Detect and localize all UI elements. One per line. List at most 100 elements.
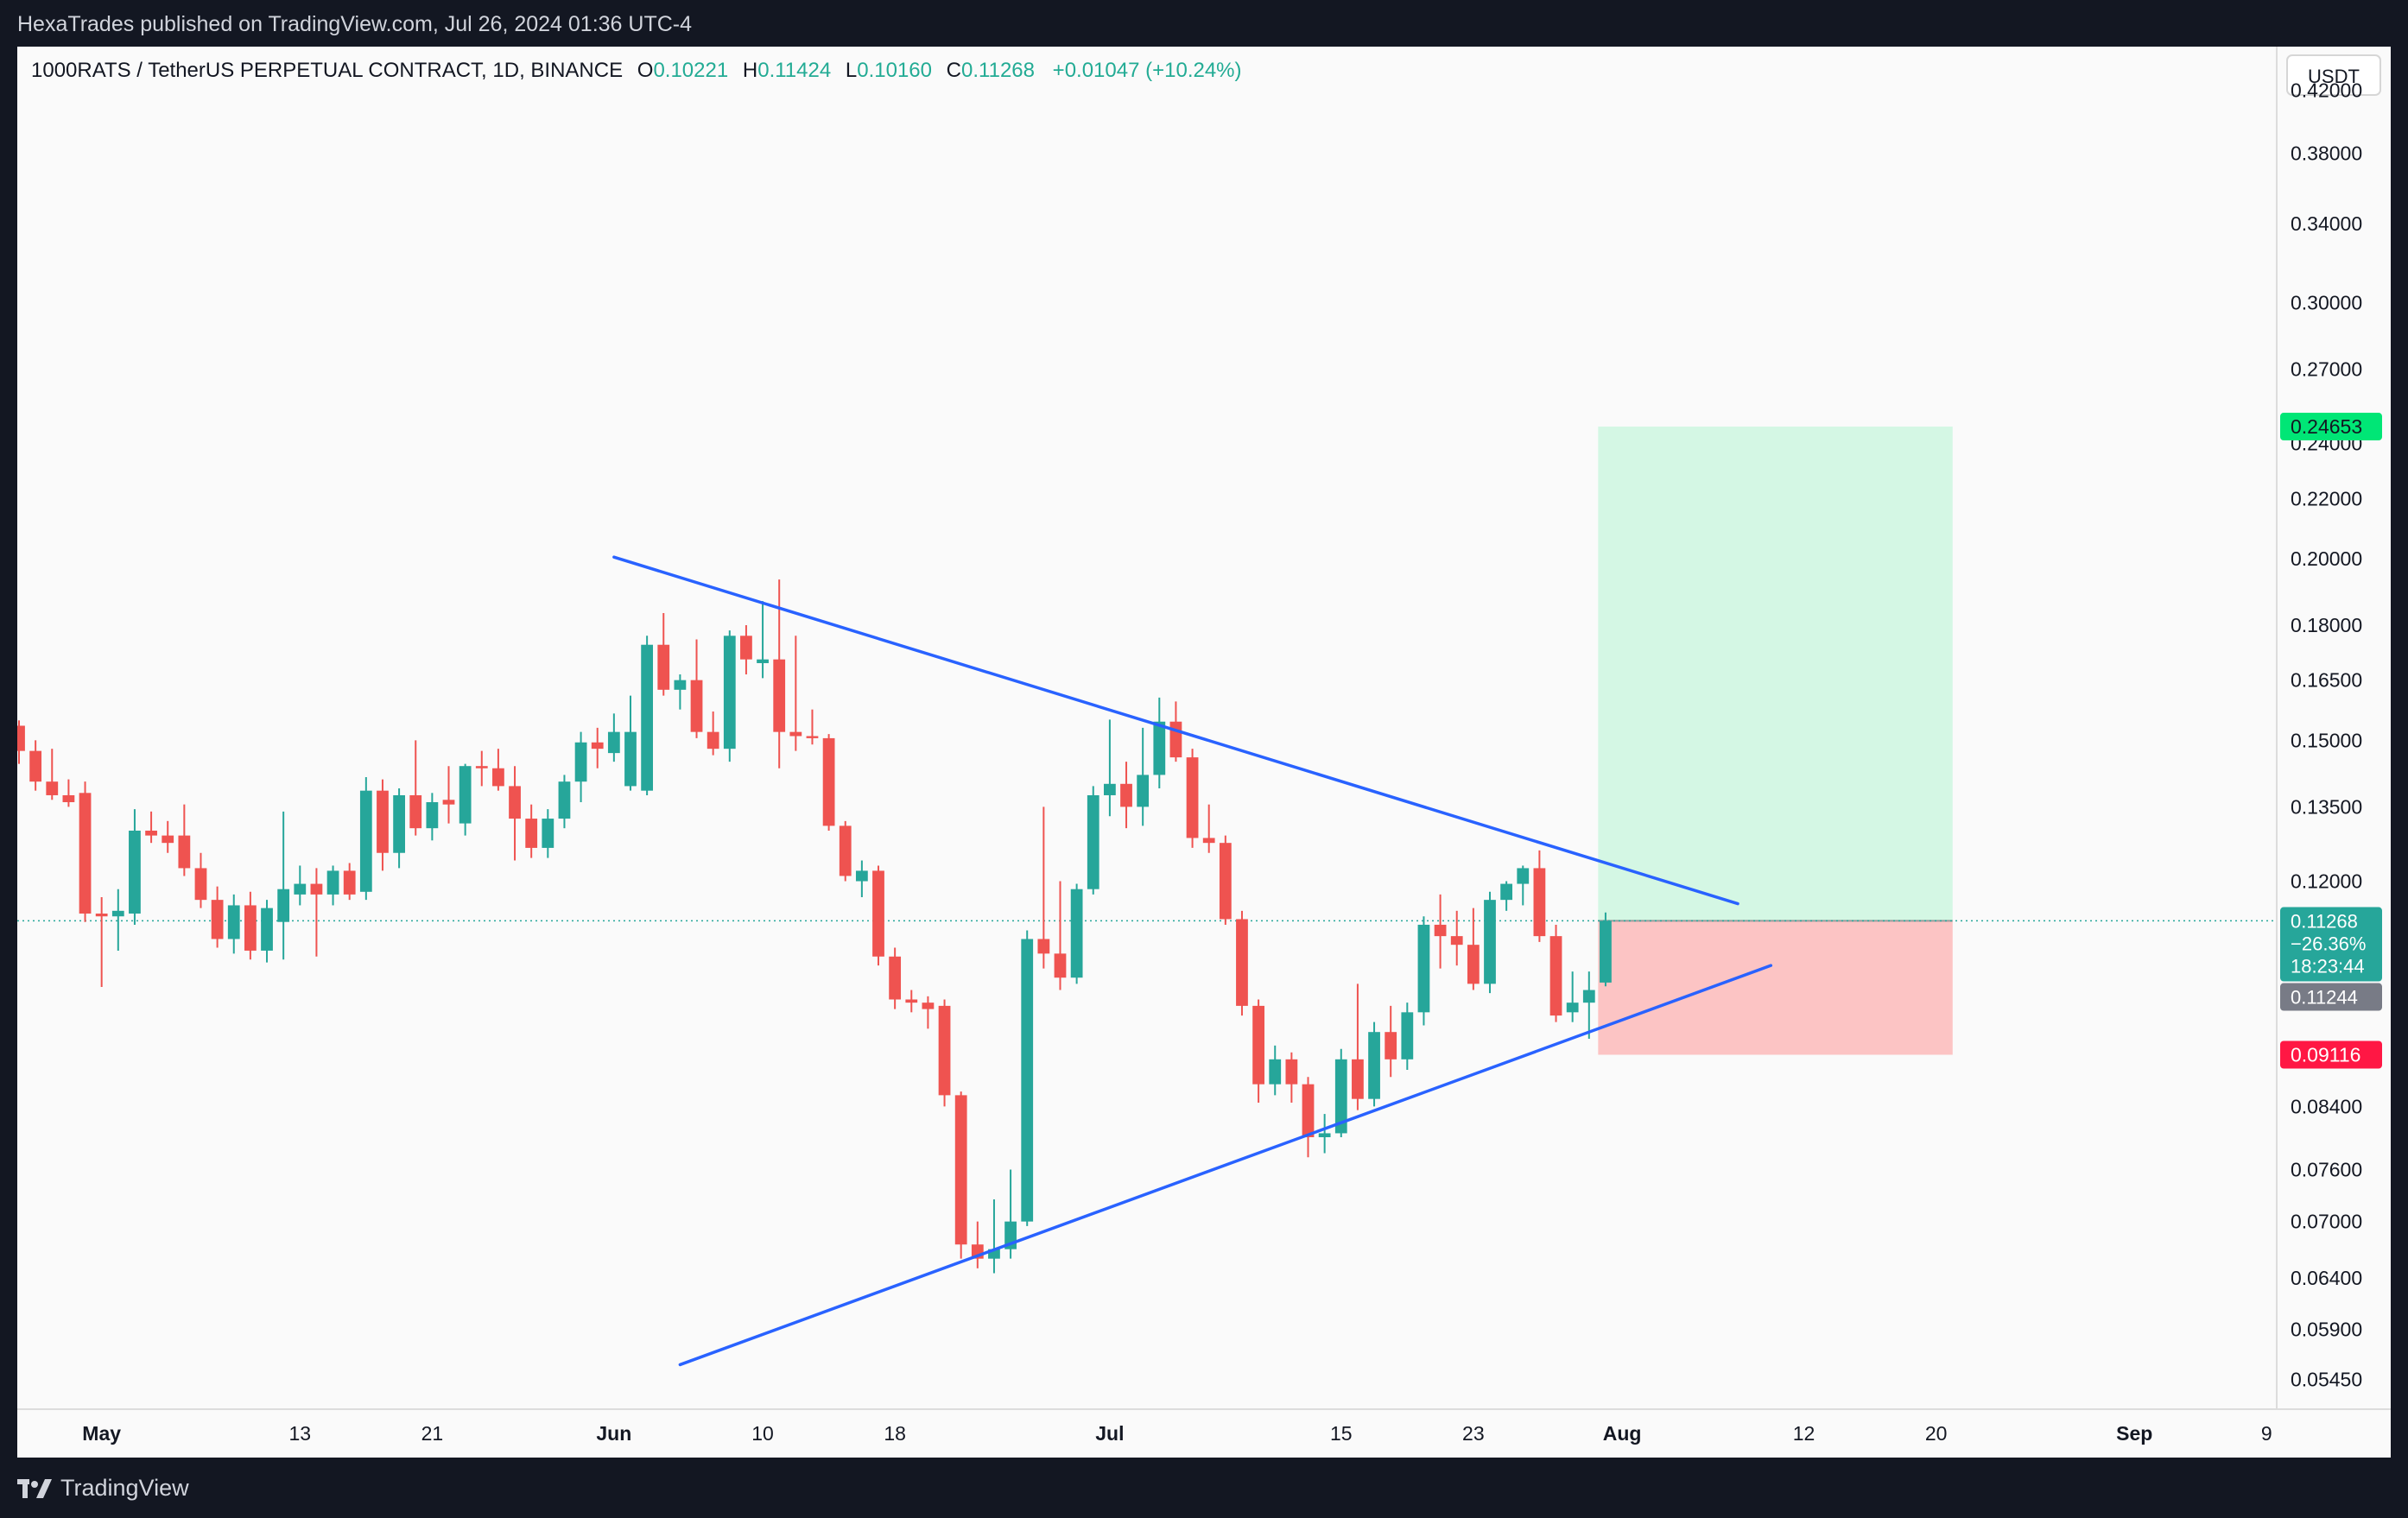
candle-body: [409, 794, 422, 829]
candle-body: [17, 725, 25, 751]
close-value: 0.11268: [961, 59, 1035, 82]
candle: [459, 763, 472, 836]
candle: [607, 713, 620, 762]
brand-name: TradingView: [60, 1475, 189, 1501]
countdown-text: 18:23:44: [2291, 956, 2365, 977]
candle: [1302, 1077, 1315, 1158]
price-tick-label: 0.18000: [2291, 614, 2362, 636]
candle-body: [607, 731, 620, 754]
price-tick-label: 0.27000: [2291, 358, 2362, 381]
time-tick-label: 9: [2261, 1422, 2272, 1445]
candle: [1517, 865, 1530, 906]
candle-body: [426, 801, 439, 829]
candle: [591, 727, 604, 768]
price-chart[interactable]: USDT 0.42000 0.38000 0.34000 0.30000 0.27000…: [17, 47, 2391, 1458]
candle-body: [459, 766, 472, 824]
candle-body: [789, 731, 802, 737]
candle: [1202, 804, 1215, 853]
time-tick-label: 10: [751, 1422, 774, 1445]
candle-body: [773, 659, 786, 732]
candle-body: [740, 636, 752, 660]
candle: [542, 809, 554, 858]
candle: [1582, 971, 1595, 1039]
open-value: 0.10221: [653, 59, 729, 82]
candle-body: [1318, 1133, 1331, 1137]
candle-body: [1549, 936, 1562, 1016]
candle-body: [1219, 843, 1232, 920]
price-tick-label: 0.38000: [2291, 142, 2362, 165]
candle-body: [509, 786, 521, 819]
candle: [740, 625, 752, 675]
candle-body: [690, 680, 703, 732]
descending-resistance-trendline: [612, 555, 1739, 906]
candle: [1120, 762, 1132, 829]
time-tick-label: 12: [1793, 1422, 1816, 1445]
candle-body: [326, 870, 339, 895]
candle: [129, 809, 141, 925]
time-tick-label: 13: [288, 1422, 311, 1445]
candle-body: [95, 914, 108, 917]
candle: [822, 734, 835, 831]
price-tick-label: 0.22000: [2291, 487, 2362, 509]
last-change-text: −26.36%: [2291, 933, 2366, 955]
candle: [227, 894, 240, 954]
candle: [492, 749, 504, 791]
target-zone: [1598, 427, 1953, 921]
currency-label: USDT: [2308, 66, 2360, 87]
candle-body: [129, 830, 141, 914]
price-tick-label: 0.05450: [2291, 1369, 2362, 1391]
candle: [1054, 881, 1067, 990]
ascending-support-trendline: [678, 964, 1773, 1367]
candle-body: [1252, 1005, 1264, 1085]
candle-body: [145, 830, 157, 836]
time-tick-label: 15: [1330, 1422, 1353, 1445]
candle: [1450, 910, 1463, 966]
candle: [905, 990, 918, 1013]
candle: [393, 788, 405, 869]
prev-close-badge-text: 0.11244: [2291, 987, 2358, 1009]
price-tick-label: 0.20000: [2291, 547, 2362, 570]
candle: [1252, 999, 1264, 1103]
price-tick-label: 0.07600: [2291, 1159, 2362, 1181]
candle-body: [211, 900, 224, 939]
price-tick-label: 0.15000: [2291, 729, 2362, 751]
candle-body: [1352, 1059, 1364, 1099]
price-tick-label: 0.05900: [2291, 1319, 2362, 1341]
candle-body: [872, 870, 884, 957]
candles: [17, 579, 1612, 1274]
candle: [558, 775, 571, 829]
candle: [1417, 916, 1430, 1026]
candle-body: [1334, 1059, 1347, 1134]
candle-body: [1517, 868, 1530, 884]
candle: [922, 996, 935, 1029]
candle: [1236, 910, 1248, 1016]
close-label: C: [946, 59, 962, 82]
candle: [475, 750, 488, 787]
time-axis-bg: [17, 1410, 2391, 1458]
candle: [211, 886, 224, 948]
currency-button[interactable]: [2286, 54, 2381, 96]
candle-body: [1169, 721, 1182, 758]
price-tick-label: 0.30000: [2291, 291, 2362, 313]
candle-body: [1087, 794, 1099, 889]
candle: [1070, 883, 1083, 984]
candle-body: [393, 794, 405, 853]
candle: [1566, 971, 1579, 1022]
time-tick-label: 21: [421, 1422, 444, 1445]
candle: [277, 811, 290, 960]
candle: [988, 1199, 1000, 1274]
chart-pane[interactable]: USDT 0.42000 0.38000 0.34000 0.30000 0.27000…: [17, 47, 2391, 1458]
candle-body: [591, 742, 604, 750]
candle-body: [641, 644, 654, 791]
candle-body: [855, 870, 868, 882]
candle: [1021, 930, 1034, 1226]
tradingview-brand[interactable]: TradingView: [17, 1475, 189, 1502]
candle: [326, 865, 339, 906]
candle-body: [1269, 1059, 1282, 1085]
price-tick-label: 0.06400: [2291, 1267, 2362, 1289]
candle: [707, 711, 719, 756]
candle-body: [1285, 1059, 1298, 1085]
candle-body: [62, 794, 75, 802]
time-tick-label: Sep: [2116, 1422, 2152, 1445]
time-tick-label: Jun: [596, 1422, 631, 1445]
